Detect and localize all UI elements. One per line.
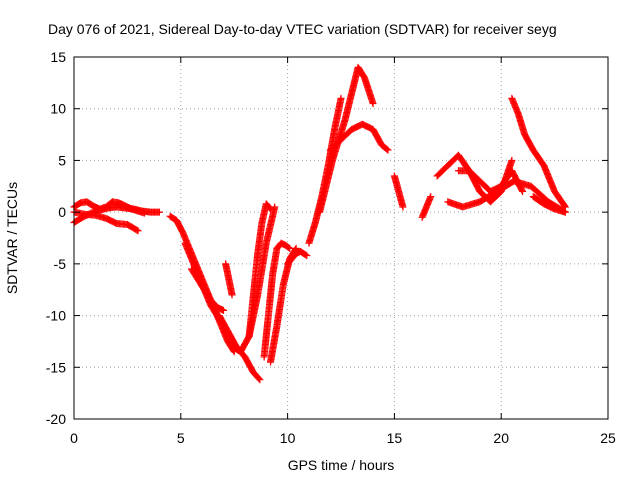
x-tick-label: 25: [600, 430, 616, 446]
data-series: [70, 208, 142, 235]
data-layer: [70, 63, 569, 384]
data-point: [369, 100, 377, 108]
data-point: [266, 204, 274, 212]
y-tick-label: -20: [46, 411, 66, 427]
data-series: [70, 203, 163, 226]
x-tick-label: 10: [280, 430, 296, 446]
data-point: [383, 145, 391, 153]
data-series: [316, 63, 377, 216]
data-point: [508, 156, 516, 164]
x-axis-label: GPS time / hours: [288, 457, 395, 473]
chart-title: Day 076 of 2021, Sidereal Day-to-day VTE…: [48, 21, 557, 37]
data-point: [256, 376, 264, 384]
data-point: [267, 205, 275, 213]
y-tick-label: 0: [58, 204, 66, 220]
data-series: [260, 239, 294, 361]
y-tick-label: 10: [50, 101, 66, 117]
data-point: [303, 252, 311, 260]
data-point: [518, 186, 526, 194]
data-series: [508, 94, 569, 211]
y-tick-label: -5: [54, 256, 67, 272]
data-series: [222, 260, 236, 299]
plot-frame: [73, 56, 609, 420]
data-point: [133, 226, 141, 234]
x-tick-label: 20: [493, 430, 509, 446]
data-point: [155, 208, 163, 216]
data-series: [187, 265, 228, 314]
x-tick-label: 0: [70, 430, 78, 446]
y-tick-label: 5: [58, 152, 66, 168]
data-point: [134, 227, 142, 235]
y-axis-label: SDTVAR / TECUs: [4, 182, 20, 294]
data-point: [561, 202, 569, 210]
data-point: [337, 94, 345, 102]
data-point: [271, 203, 279, 211]
y-tick-label: 15: [50, 49, 66, 65]
data-point: [255, 375, 263, 383]
data-point: [519, 187, 527, 195]
tick-layer: 0 5 10 15 20 25 -20 -15 -10 -5 0 5 10 15: [46, 49, 616, 446]
data-point: [286, 244, 294, 252]
data-series: [390, 172, 407, 211]
data-point: [302, 251, 310, 259]
y-tick-label: -15: [46, 359, 66, 375]
data-point: [285, 244, 293, 252]
data-series: [529, 193, 569, 216]
data-series: [245, 200, 275, 340]
data-point: [384, 146, 392, 154]
data-point: [228, 291, 236, 299]
data-series: [326, 120, 392, 154]
data-point: [220, 306, 228, 314]
data-point: [399, 203, 407, 211]
data-point: [427, 193, 435, 201]
data-point: [561, 208, 569, 216]
y-tick-label: -10: [46, 308, 66, 324]
x-tick-label: 15: [387, 430, 403, 446]
data-series: [418, 193, 435, 221]
x-tick-label: 5: [177, 430, 185, 446]
data-series: [284, 247, 311, 268]
data-series: [305, 94, 345, 247]
